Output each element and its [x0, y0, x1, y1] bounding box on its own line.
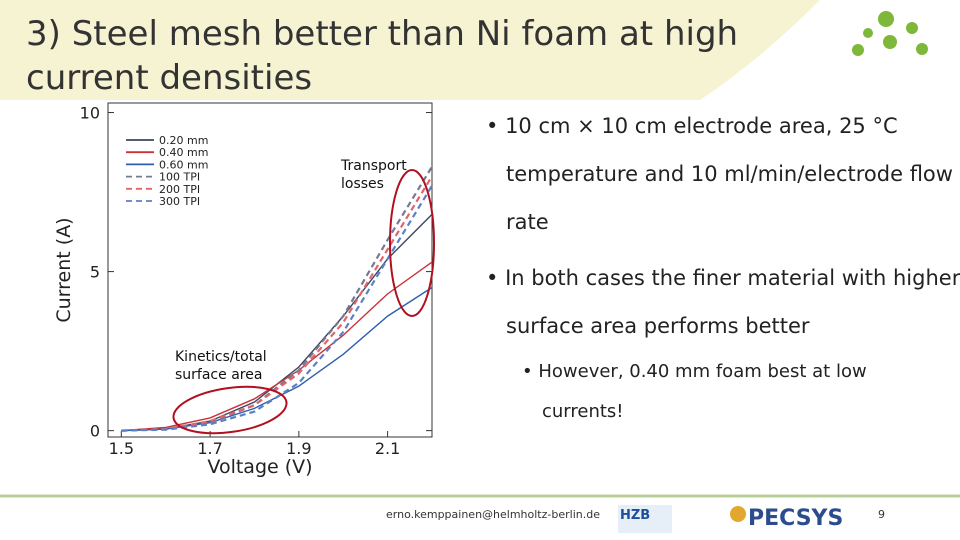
bullet-text: 10 cm × 10 cm electrode area, 25 °C temp…: [505, 114, 953, 234]
x-tick-label: 1.7: [197, 439, 222, 458]
title-band: [0, 0, 820, 100]
x-axis-label: Voltage (V): [207, 456, 312, 478]
pecsys-logo: PECSYS: [748, 506, 843, 531]
series-line: [121, 185, 433, 432]
footer-email: erno.kemppainen@helmholtz-berlin.de: [386, 508, 600, 521]
annotation: Transport losses: [341, 158, 407, 192]
legend-label: 0.60 mm: [159, 158, 208, 171]
legend-label: 300 TPI: [159, 195, 200, 208]
legend-label: 0.40 mm: [159, 146, 208, 159]
page-number: 9: [878, 508, 885, 521]
dots-logo: [852, 11, 928, 56]
ellipse-kinetics: [172, 385, 288, 435]
y-axis-label: Current (A): [53, 217, 75, 322]
series-line: [121, 286, 433, 432]
legend-label: 100 TPI: [159, 171, 200, 184]
ellipse-transport: [389, 169, 435, 317]
series-line: [121, 261, 433, 432]
plot-frame: [107, 102, 433, 438]
x-tick-label: 2.1: [375, 439, 400, 458]
hzb-logo-bg: [618, 505, 672, 533]
annotation: Kinetics/total surface area: [175, 349, 267, 383]
x-tick-label: 1.5: [109, 439, 134, 458]
legend-label: 0.20 mm: [159, 134, 208, 147]
legend-label: 200 TPI: [159, 183, 200, 196]
sub-bullet: • However, 0.40 mm foam best at low curr…: [522, 361, 867, 422]
y-tick-label: 0: [90, 422, 100, 441]
slide-title: 3) Steel mesh better than Ni foam at hig…: [26, 14, 739, 98]
y-tick-label: 5: [90, 263, 100, 282]
bullet-text: In both cases the finer material with hi…: [505, 266, 960, 338]
hzb-logo: HZB: [620, 508, 650, 523]
x-tick-label: 1.9: [286, 439, 311, 458]
y-tick-label: 10: [80, 104, 100, 123]
chart: 1.5 1.7 1.9 2.1 0 5 10 Voltage (V) Current (A) 0.…: [53, 102, 433, 478]
bullet: • 10 cm × 10 cm electrode area, 25 °C te…: [486, 114, 953, 234]
bullet-text: However, 0.40 mm foam best at low curren…: [538, 361, 867, 422]
pecsys-sun: [730, 506, 746, 522]
bullet: • In both cases the finer material with …: [486, 266, 960, 338]
